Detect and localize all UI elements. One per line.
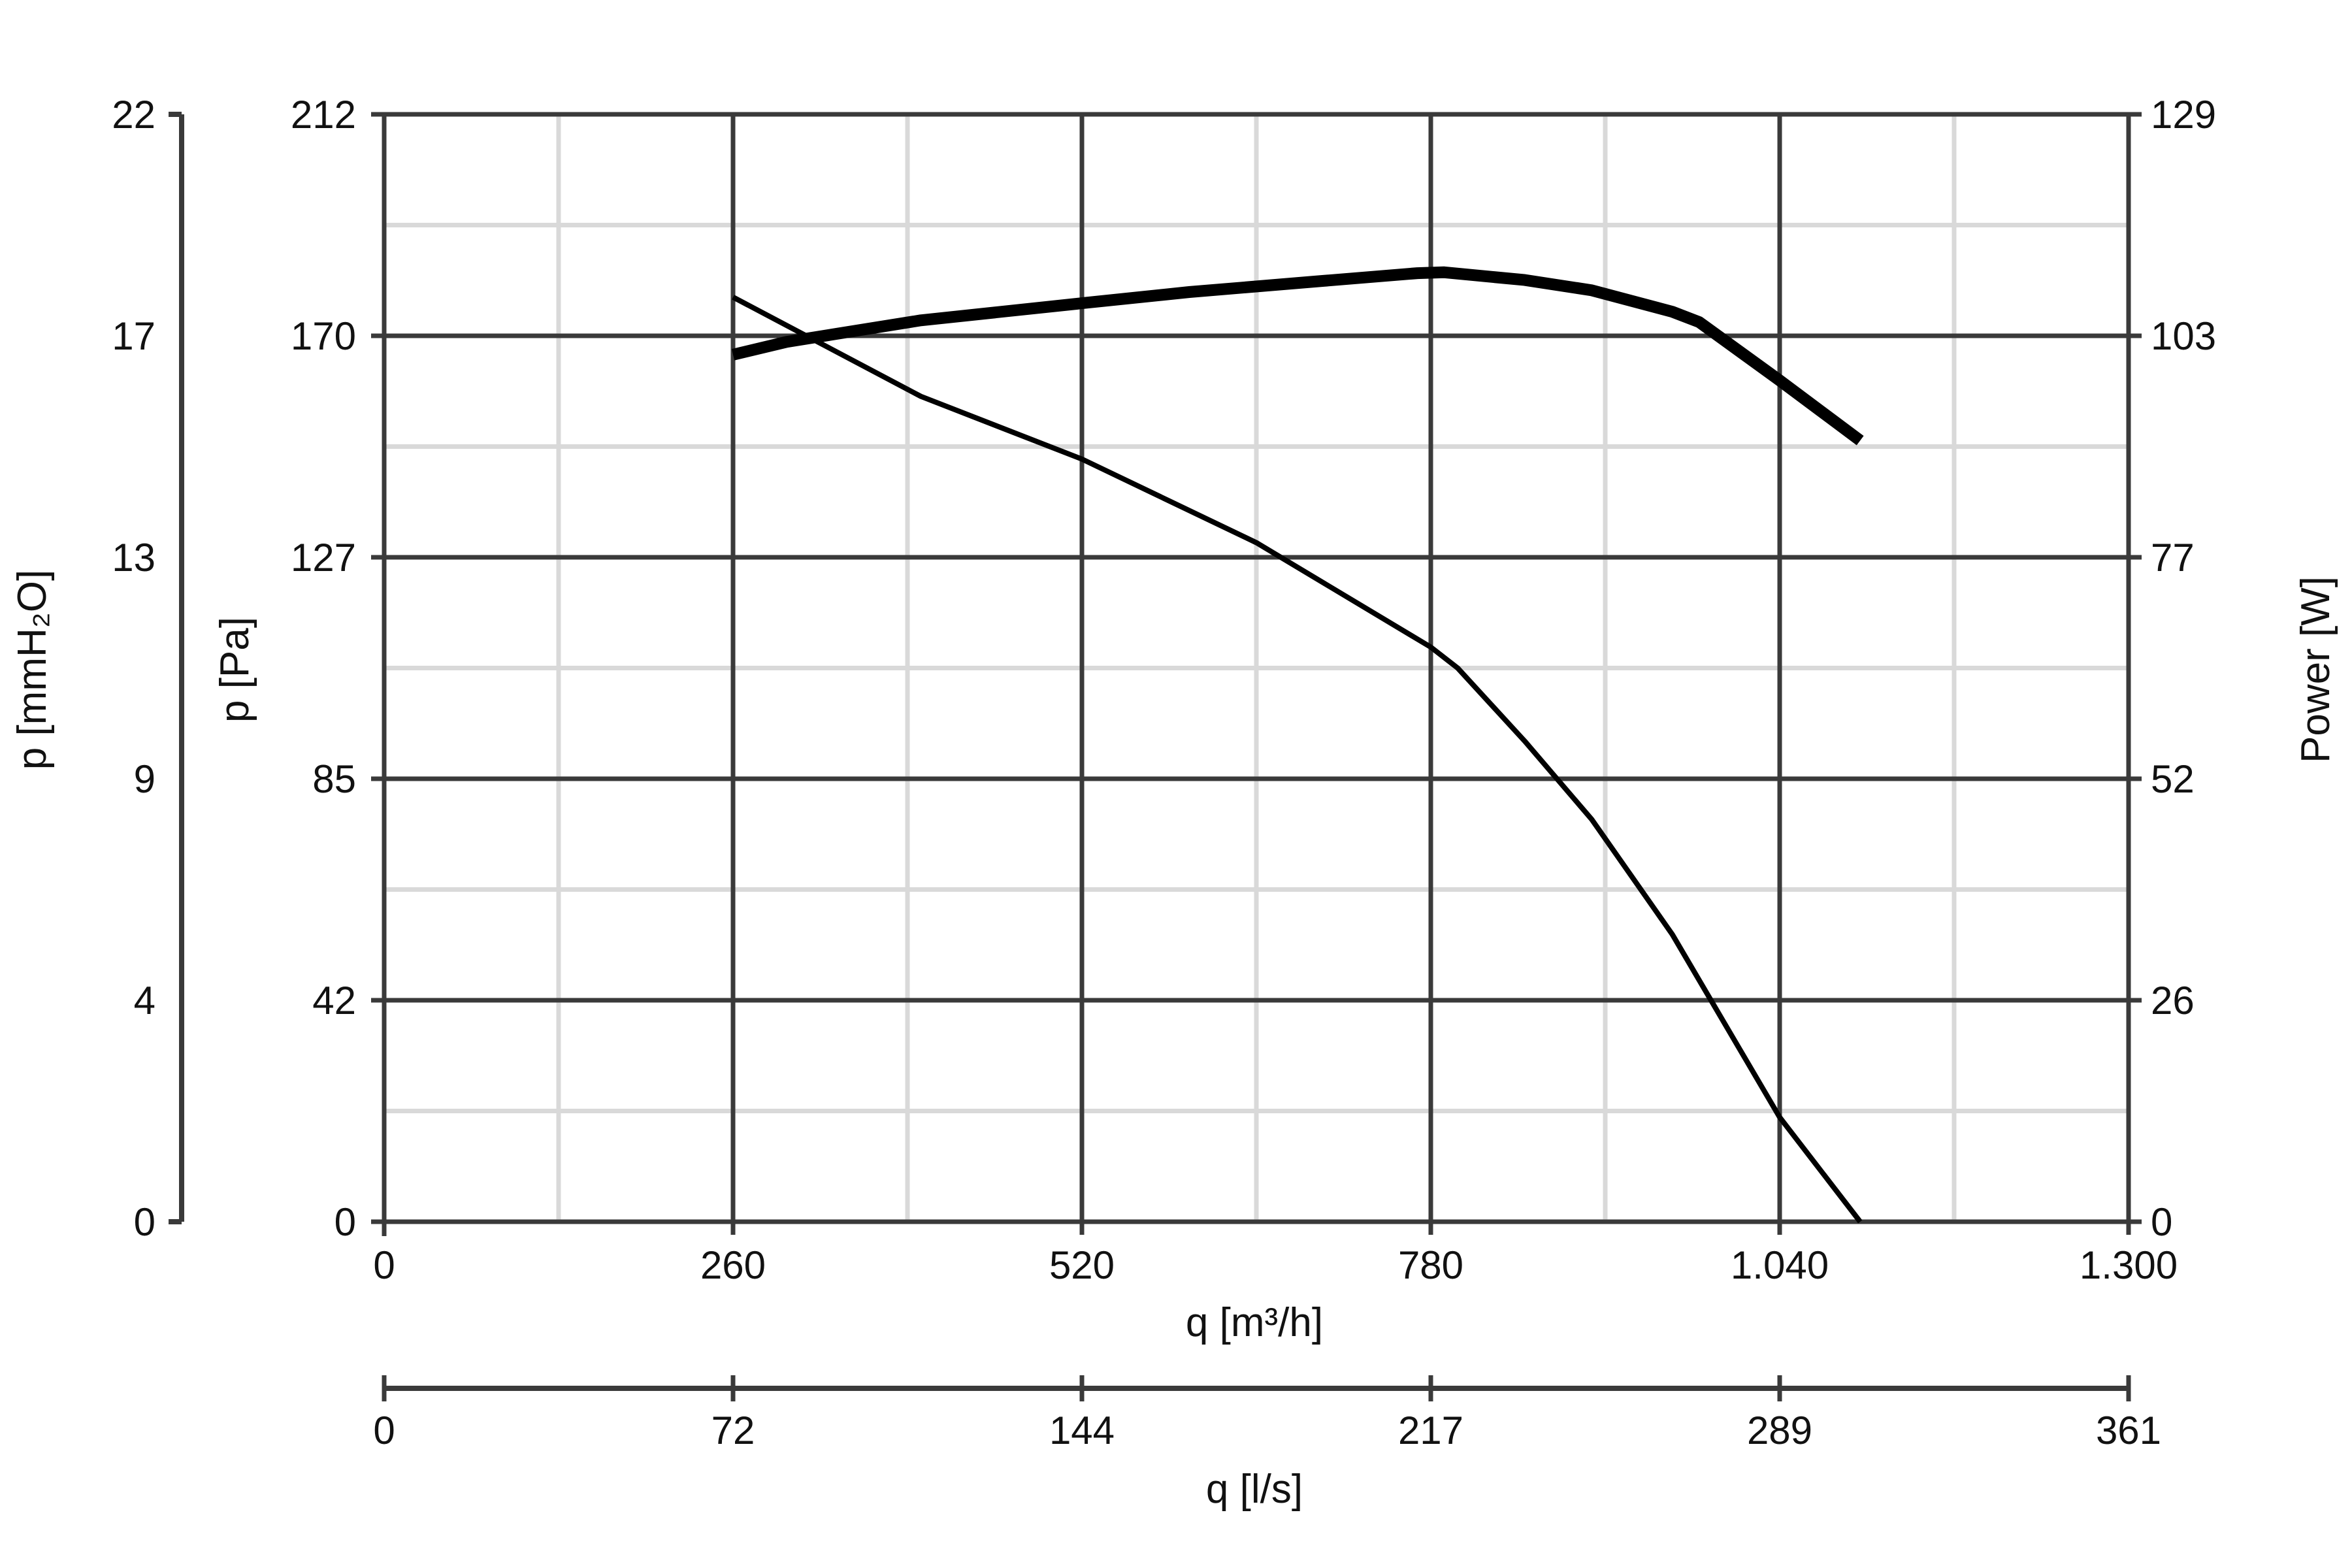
y-tick-label-power: 52 xyxy=(2151,757,2195,801)
y-tick-label-power: 103 xyxy=(2151,314,2216,358)
y-tick-label-pa: 170 xyxy=(291,314,356,358)
y-tick-label-pa: 212 xyxy=(291,93,356,137)
power-curve xyxy=(731,266,1864,446)
minor-grid xyxy=(384,114,2129,1222)
y-tick-label-power: 129 xyxy=(2151,93,2216,137)
y-tick-label-mmh2o: 4 xyxy=(134,979,155,1022)
y-tick-label-mmh2o: 17 xyxy=(112,314,155,358)
x-tick-label-ls: 144 xyxy=(1049,1409,1115,1452)
x-tick-label-ls: 0 xyxy=(373,1409,395,1452)
x-axis-title-m3h: q [m³/h] xyxy=(1186,1300,1323,1345)
x-tick-label-m3h: 520 xyxy=(1049,1243,1115,1287)
axis-titles: q [m³/h] q [l/s] p [Pa] p [mmH₂O] Power … xyxy=(10,570,2338,1512)
y-tick-label-pa: 42 xyxy=(312,979,356,1022)
x-tick-label-m3h: 1.300 xyxy=(2080,1243,2178,1287)
x-tick-label-m3h: 0 xyxy=(373,1243,395,1287)
y-axis-title-mmh2o: p [mmH₂O] xyxy=(10,570,55,770)
y-tick-label-power: 77 xyxy=(2151,536,2195,580)
x-tick-label-m3h: 260 xyxy=(700,1243,766,1287)
y-tick-label-mmh2o: 9 xyxy=(134,757,155,801)
y-tick-label-mmh2o: 22 xyxy=(112,93,155,137)
x-tick-label-m3h: 780 xyxy=(1398,1243,1463,1287)
y-tick-label-pa: 0 xyxy=(335,1200,356,1244)
x-tick-label-m3h: 1.040 xyxy=(1731,1243,1829,1287)
y-axis-title-power: Power [W] xyxy=(2293,576,2338,763)
pressure-curve xyxy=(732,295,1863,1224)
x-tick-label-ls: 361 xyxy=(2096,1409,2161,1452)
curves xyxy=(731,266,1864,1224)
x-axis-title-ls: q [l/s] xyxy=(1206,1467,1303,1512)
y-tick-label-pa: 127 xyxy=(291,536,356,580)
y-tick-label-mmh2o: 0 xyxy=(134,1200,155,1244)
y-tick-label-power: 26 xyxy=(2151,979,2195,1022)
x-tick-label-ls: 72 xyxy=(711,1409,755,1452)
y-tick-label-pa: 85 xyxy=(312,757,356,801)
y-tick-label-mmh2o: 13 xyxy=(112,536,155,580)
y-tick-label-power: 0 xyxy=(2151,1200,2172,1244)
x-tick-label-ls: 217 xyxy=(1398,1409,1463,1452)
axes xyxy=(169,112,2142,1401)
y-axis-title-pa: p [Pa] xyxy=(212,617,257,723)
x-tick-label-ls: 289 xyxy=(1747,1409,1812,1452)
